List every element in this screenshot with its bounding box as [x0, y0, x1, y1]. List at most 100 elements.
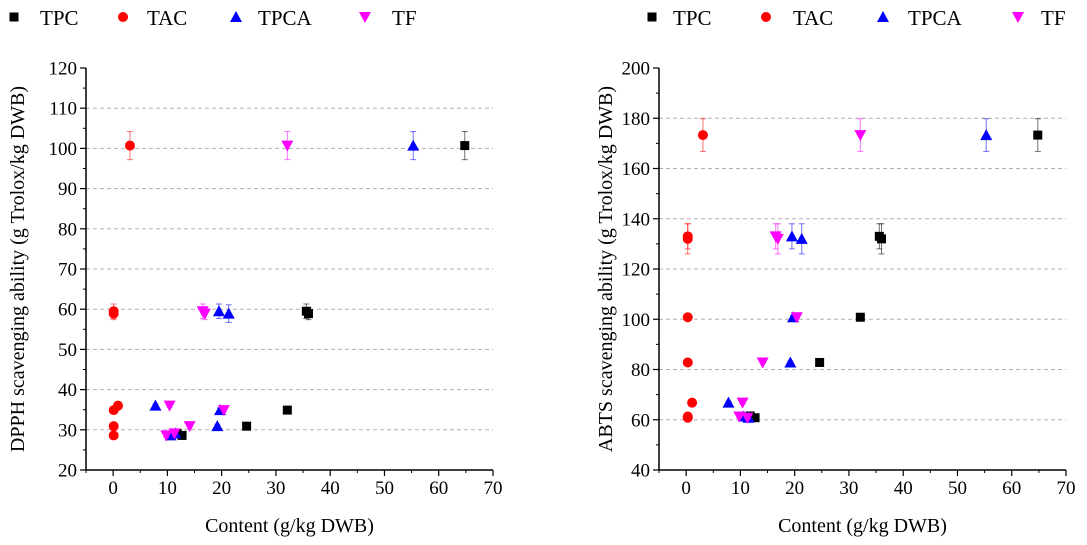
y-tick-label: 120: [622, 260, 651, 281]
data-point: [217, 405, 230, 417]
data-point: [682, 233, 693, 244]
data-point: [771, 233, 784, 245]
x-tick-label: 50: [375, 478, 394, 499]
data-point: [682, 312, 693, 323]
data-point: [756, 357, 769, 369]
data-point: [163, 400, 176, 412]
data-point: [855, 312, 865, 322]
data-point: [790, 312, 803, 324]
data-point: [242, 421, 252, 431]
data-point: [303, 309, 313, 319]
data-point: [795, 232, 808, 244]
series-tf: [733, 118, 867, 424]
y-tick-label: 180: [622, 109, 651, 130]
data-point: [183, 421, 196, 433]
data-point: [815, 357, 825, 367]
x-tick-label: 0: [108, 478, 118, 499]
data-point: [682, 412, 693, 423]
y-tick-label: 60: [631, 410, 650, 431]
y-tick-label: 80: [58, 219, 77, 240]
x-tick-label: 30: [266, 478, 285, 499]
x-axis-title: Content (g/kg DWB): [778, 515, 947, 537]
data-point: [108, 430, 119, 441]
legend-marker-tf: [1012, 12, 1024, 23]
legend-label-tac: TAC: [147, 6, 187, 30]
data-point: [281, 140, 294, 152]
legend-label-tac: TAC: [793, 6, 833, 30]
series-tpc: [745, 118, 1043, 423]
x-tick-label: 40: [321, 478, 340, 499]
y-tick-label: 20: [58, 461, 77, 482]
data-point: [784, 356, 797, 368]
x-tick-label: 40: [894, 478, 913, 499]
data-point: [854, 130, 867, 142]
x-tick-label: 70: [484, 478, 503, 499]
y-tick-label: 120: [49, 59, 78, 80]
x-tick-label: 30: [839, 478, 858, 499]
y-tick-label: 50: [58, 340, 77, 361]
legend-label-tpca: TPCA: [908, 6, 963, 30]
series-tpca: [722, 118, 993, 423]
data-point: [785, 230, 798, 242]
y-tick-label: 100: [622, 310, 651, 331]
data-point: [198, 308, 211, 320]
x-tick-label: 10: [158, 478, 177, 499]
legend-marker-tpca: [877, 11, 889, 22]
series-tpc: [172, 131, 470, 440]
x-tick-label: 10: [731, 478, 750, 499]
data-point: [407, 139, 420, 151]
y-tick-label: 80: [631, 360, 650, 381]
data-point: [876, 234, 886, 244]
data-point: [687, 397, 698, 408]
series-tf: [160, 131, 294, 442]
legend-label-tpc: TPC: [673, 6, 712, 30]
data-point: [697, 130, 708, 141]
legend-marker-tpca: [230, 11, 242, 22]
legend-label-tf: TF: [392, 6, 417, 30]
data-point: [124, 140, 135, 151]
legend-marker-tac: [118, 12, 128, 22]
data-point: [736, 397, 749, 409]
data-point: [980, 129, 993, 141]
data-point: [1033, 130, 1043, 140]
y-axis-title: ABTS scavenging ability (g Trolox/kg DWB…: [595, 86, 617, 452]
abts-chart-panel: 40 60 80 100 120 140 160 180 200 0 10 20 30 40 50 60 70 C…: [595, 6, 1076, 537]
y-axis-title: DPPH scavenging ability (g Trolox/kg DWB…: [7, 86, 29, 452]
series-tac: [682, 118, 708, 423]
x-axis-title: Content (g/kg DWB): [205, 515, 374, 537]
x-tick-label: 20: [785, 478, 804, 499]
series-tac: [108, 131, 135, 441]
series-tpca: [149, 131, 420, 441]
data-point: [108, 405, 119, 416]
y-tick-label: 100: [49, 139, 78, 160]
legend-marker-tac: [761, 12, 771, 22]
data-point: [222, 307, 235, 319]
data-point: [211, 420, 224, 432]
data-point: [460, 141, 470, 151]
x-tick-label: 20: [212, 478, 231, 499]
data-point: [682, 357, 693, 368]
legend-label-tpca: TPCA: [258, 6, 313, 30]
data-point: [722, 396, 735, 408]
legend-label-tf: TF: [1041, 6, 1066, 30]
y-tick-label: 90: [58, 179, 77, 200]
data-point: [108, 421, 119, 432]
x-tick-label: 70: [1057, 478, 1076, 499]
y-tick-label: 160: [622, 159, 651, 180]
y-tick-label: 40: [631, 461, 650, 482]
y-tick-label: 40: [58, 380, 77, 401]
data-point: [108, 308, 119, 319]
legend-marker-tf: [359, 12, 371, 23]
y-tick-label: 30: [58, 420, 77, 441]
x-tick-label: 50: [948, 478, 967, 499]
data-point: [741, 412, 754, 424]
dpph-chart-panel: 20 30 40 50 60 70 80 90 100 110 120 0 10 20 30 40 50 60 70…: [7, 6, 503, 537]
x-tick-label: 60: [429, 478, 448, 499]
x-tick-label: 0: [681, 478, 691, 499]
y-tick-label: 60: [58, 300, 77, 321]
data-point: [168, 428, 181, 440]
legend-label-tpc: TPC: [40, 6, 79, 30]
data-point: [750, 413, 760, 423]
data-point: [149, 399, 162, 411]
